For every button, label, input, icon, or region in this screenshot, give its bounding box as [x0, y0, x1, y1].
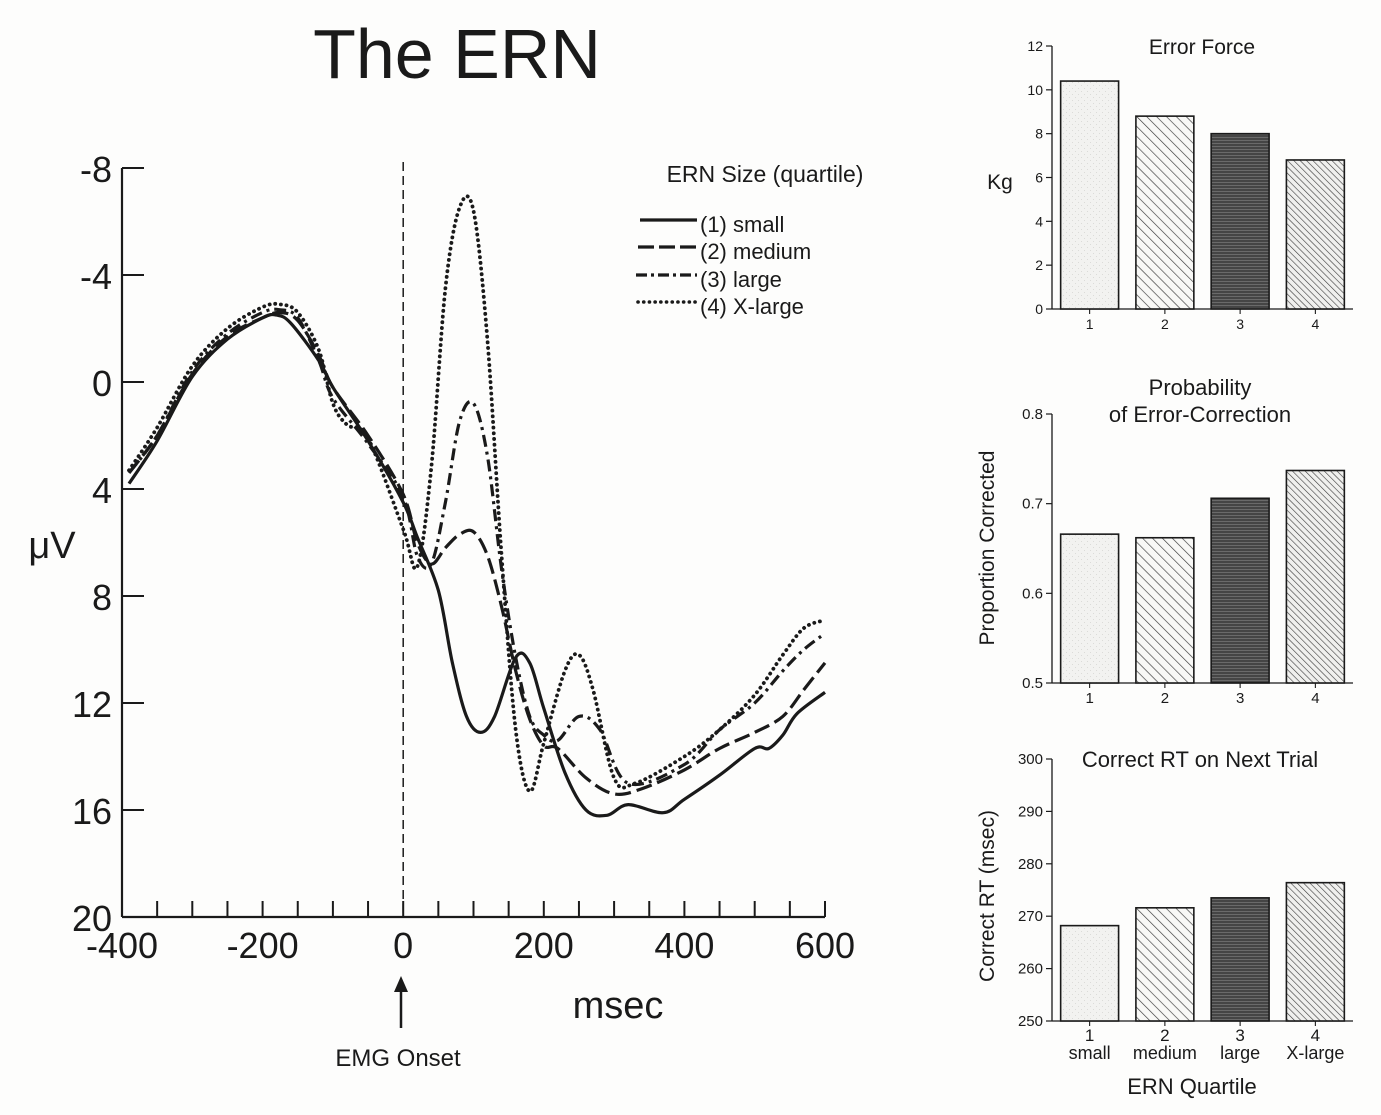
- legend-item-large: (3) large: [636, 267, 782, 292]
- ern-y-tick-label: 16: [72, 791, 112, 832]
- error-correction-chart: 0.5 0.6 0.7 0.8 1 2 3 4: [1022, 406, 1353, 707]
- ern-x-tick-label: 0: [393, 925, 413, 966]
- error-correction-y-tick-label: 0.7: [1022, 496, 1043, 513]
- correct-rt-y-tick-label: 250: [1018, 1013, 1043, 1030]
- error-force-y-tick-label: 6: [1035, 170, 1043, 186]
- legend-item-medium: (2) medium: [638, 239, 811, 264]
- error-correction-bar-2: [1135, 536, 1195, 684]
- correct-rt-bar-3: [1210, 897, 1270, 1022]
- error-force-bar-4: [1285, 159, 1346, 310]
- correct-rt-category-label: 3: [1235, 1026, 1244, 1045]
- error-correction-y-tick-label: 0.8: [1022, 406, 1043, 423]
- ern-y-tick-label: 20: [72, 898, 112, 939]
- ern-y-tick-label: -4: [80, 256, 112, 297]
- error-correction-bar-4: [1285, 469, 1346, 684]
- error-force-bar-3: [1210, 132, 1270, 310]
- error-force-y-label: Kg: [987, 171, 1013, 194]
- ern-series-line-1: [127, 312, 826, 818]
- correct-rt-category-label: 1: [1085, 1026, 1094, 1045]
- correct-rt-category-label: 4: [1311, 1026, 1320, 1045]
- rt-x-label: ERN Quartile: [1127, 1074, 1257, 1099]
- correct-rt-bar-4: [1285, 881, 1346, 1022]
- error-correction-y-tick-label: 0.5: [1022, 675, 1043, 692]
- legend-label-large: (3) large: [700, 267, 782, 292]
- correction-title-line-1: Probability: [1149, 375, 1252, 400]
- correct-rt-bar-1: [1059, 924, 1120, 1022]
- error-force-y-tick-label: 0: [1035, 301, 1043, 317]
- error-force-category-label: 1: [1086, 316, 1094, 332]
- correct-rt-y-tick-label: 270: [1018, 908, 1043, 925]
- error-force-y-tick-label: 8: [1035, 126, 1043, 142]
- ern-x-label: msec: [573, 985, 664, 1027]
- ern-y-label: μV: [28, 525, 76, 567]
- legend-label-x-large: (4) X-large: [700, 294, 804, 319]
- error-force-category-label: 2: [1161, 316, 1169, 332]
- error-force-y-tick-label: 12: [1027, 38, 1043, 54]
- error-correction-bar-3: [1210, 497, 1270, 684]
- correct-rt-y-tick-label: 300: [1018, 751, 1043, 768]
- correct-rt-bar-2: [1135, 907, 1195, 1022]
- ern-legend: (1) small (2) medium (3) large (4) X-lar…: [636, 212, 811, 319]
- legend-label-small: (1) small: [700, 212, 784, 237]
- error-force-y-tick-label: 2: [1035, 257, 1043, 273]
- ern-x-tick-label: 200: [514, 925, 574, 966]
- correction-title-line-2: of Error-Correction: [1109, 402, 1291, 427]
- rt-title: Correct RT on Next Trial: [1082, 747, 1318, 772]
- error-correction-y-tick-label: 0.6: [1022, 585, 1043, 602]
- correct-rt-category-sublabel: X-large: [1286, 1043, 1344, 1063]
- error-force-y-tick-label: 10: [1027, 82, 1043, 98]
- ern-legend-title: ERN Size (quartile): [667, 161, 864, 187]
- error-force-bar-1: [1059, 80, 1120, 310]
- ern-series-line-4: [127, 194, 827, 794]
- error-correction-bar-1: [1059, 533, 1120, 684]
- ern-x-tick-label: 400: [654, 925, 714, 966]
- error-correction-category-label: 2: [1161, 690, 1169, 707]
- correct-rt-category-sublabel: small: [1069, 1043, 1111, 1063]
- rt-y-label: Correct RT (msec): [976, 810, 999, 982]
- error-force-title: Error Force: [1149, 36, 1255, 59]
- correct-rt-y-tick-label: 280: [1018, 856, 1043, 873]
- ern-x-tick-label: -400: [86, 925, 158, 966]
- ern-waveforms: [127, 194, 827, 818]
- correct-rt-category-label: 2: [1160, 1026, 1169, 1045]
- ern-series-line-3: [127, 307, 826, 787]
- legend-item-small: (1) small: [640, 212, 784, 237]
- ern-axes: -8 -4 0 4 8 12 16 20-400 -200 0 200 400 600: [72, 149, 855, 966]
- error-force-category-label: 3: [1236, 316, 1244, 332]
- ern-y-tick-label: -8: [80, 149, 112, 190]
- legend-item-x-large: (4) X-large: [636, 294, 804, 319]
- correction-y-label: Proportion Corrected: [976, 451, 999, 646]
- error-force-category-label: 4: [1311, 316, 1319, 332]
- error-correction-category-label: 4: [1311, 690, 1319, 707]
- error-correction-category-label: 3: [1236, 690, 1244, 707]
- legend-label-medium: (2) medium: [700, 239, 811, 264]
- correct-rt-y-tick-label: 290: [1018, 803, 1043, 820]
- ern-y-tick-label: 4: [92, 470, 112, 511]
- ern-y-tick-label: 0: [92, 363, 112, 404]
- ern-x-tick-label: -200: [227, 925, 299, 966]
- emg-onset-label: EMG Onset: [335, 1045, 461, 1072]
- error-force-y-tick-label: 4: [1035, 213, 1043, 229]
- ern-y-tick-label: 12: [72, 684, 112, 725]
- ern-y-tick-label: 8: [92, 577, 112, 618]
- ern-x-tick-label: 600: [795, 925, 855, 966]
- correct-rt-category-sublabel: large: [1220, 1043, 1260, 1063]
- ern-title: The ERN: [313, 15, 601, 93]
- error-correction-category-label: 1: [1085, 690, 1093, 707]
- error-force-bar-2: [1135, 115, 1195, 310]
- ern-series-line-2: [127, 310, 827, 796]
- correct-rt-y-tick-label: 260: [1018, 961, 1043, 978]
- correct-rt-category-sublabel: medium: [1133, 1043, 1197, 1063]
- emg-onset-arrow-icon: [394, 976, 408, 1028]
